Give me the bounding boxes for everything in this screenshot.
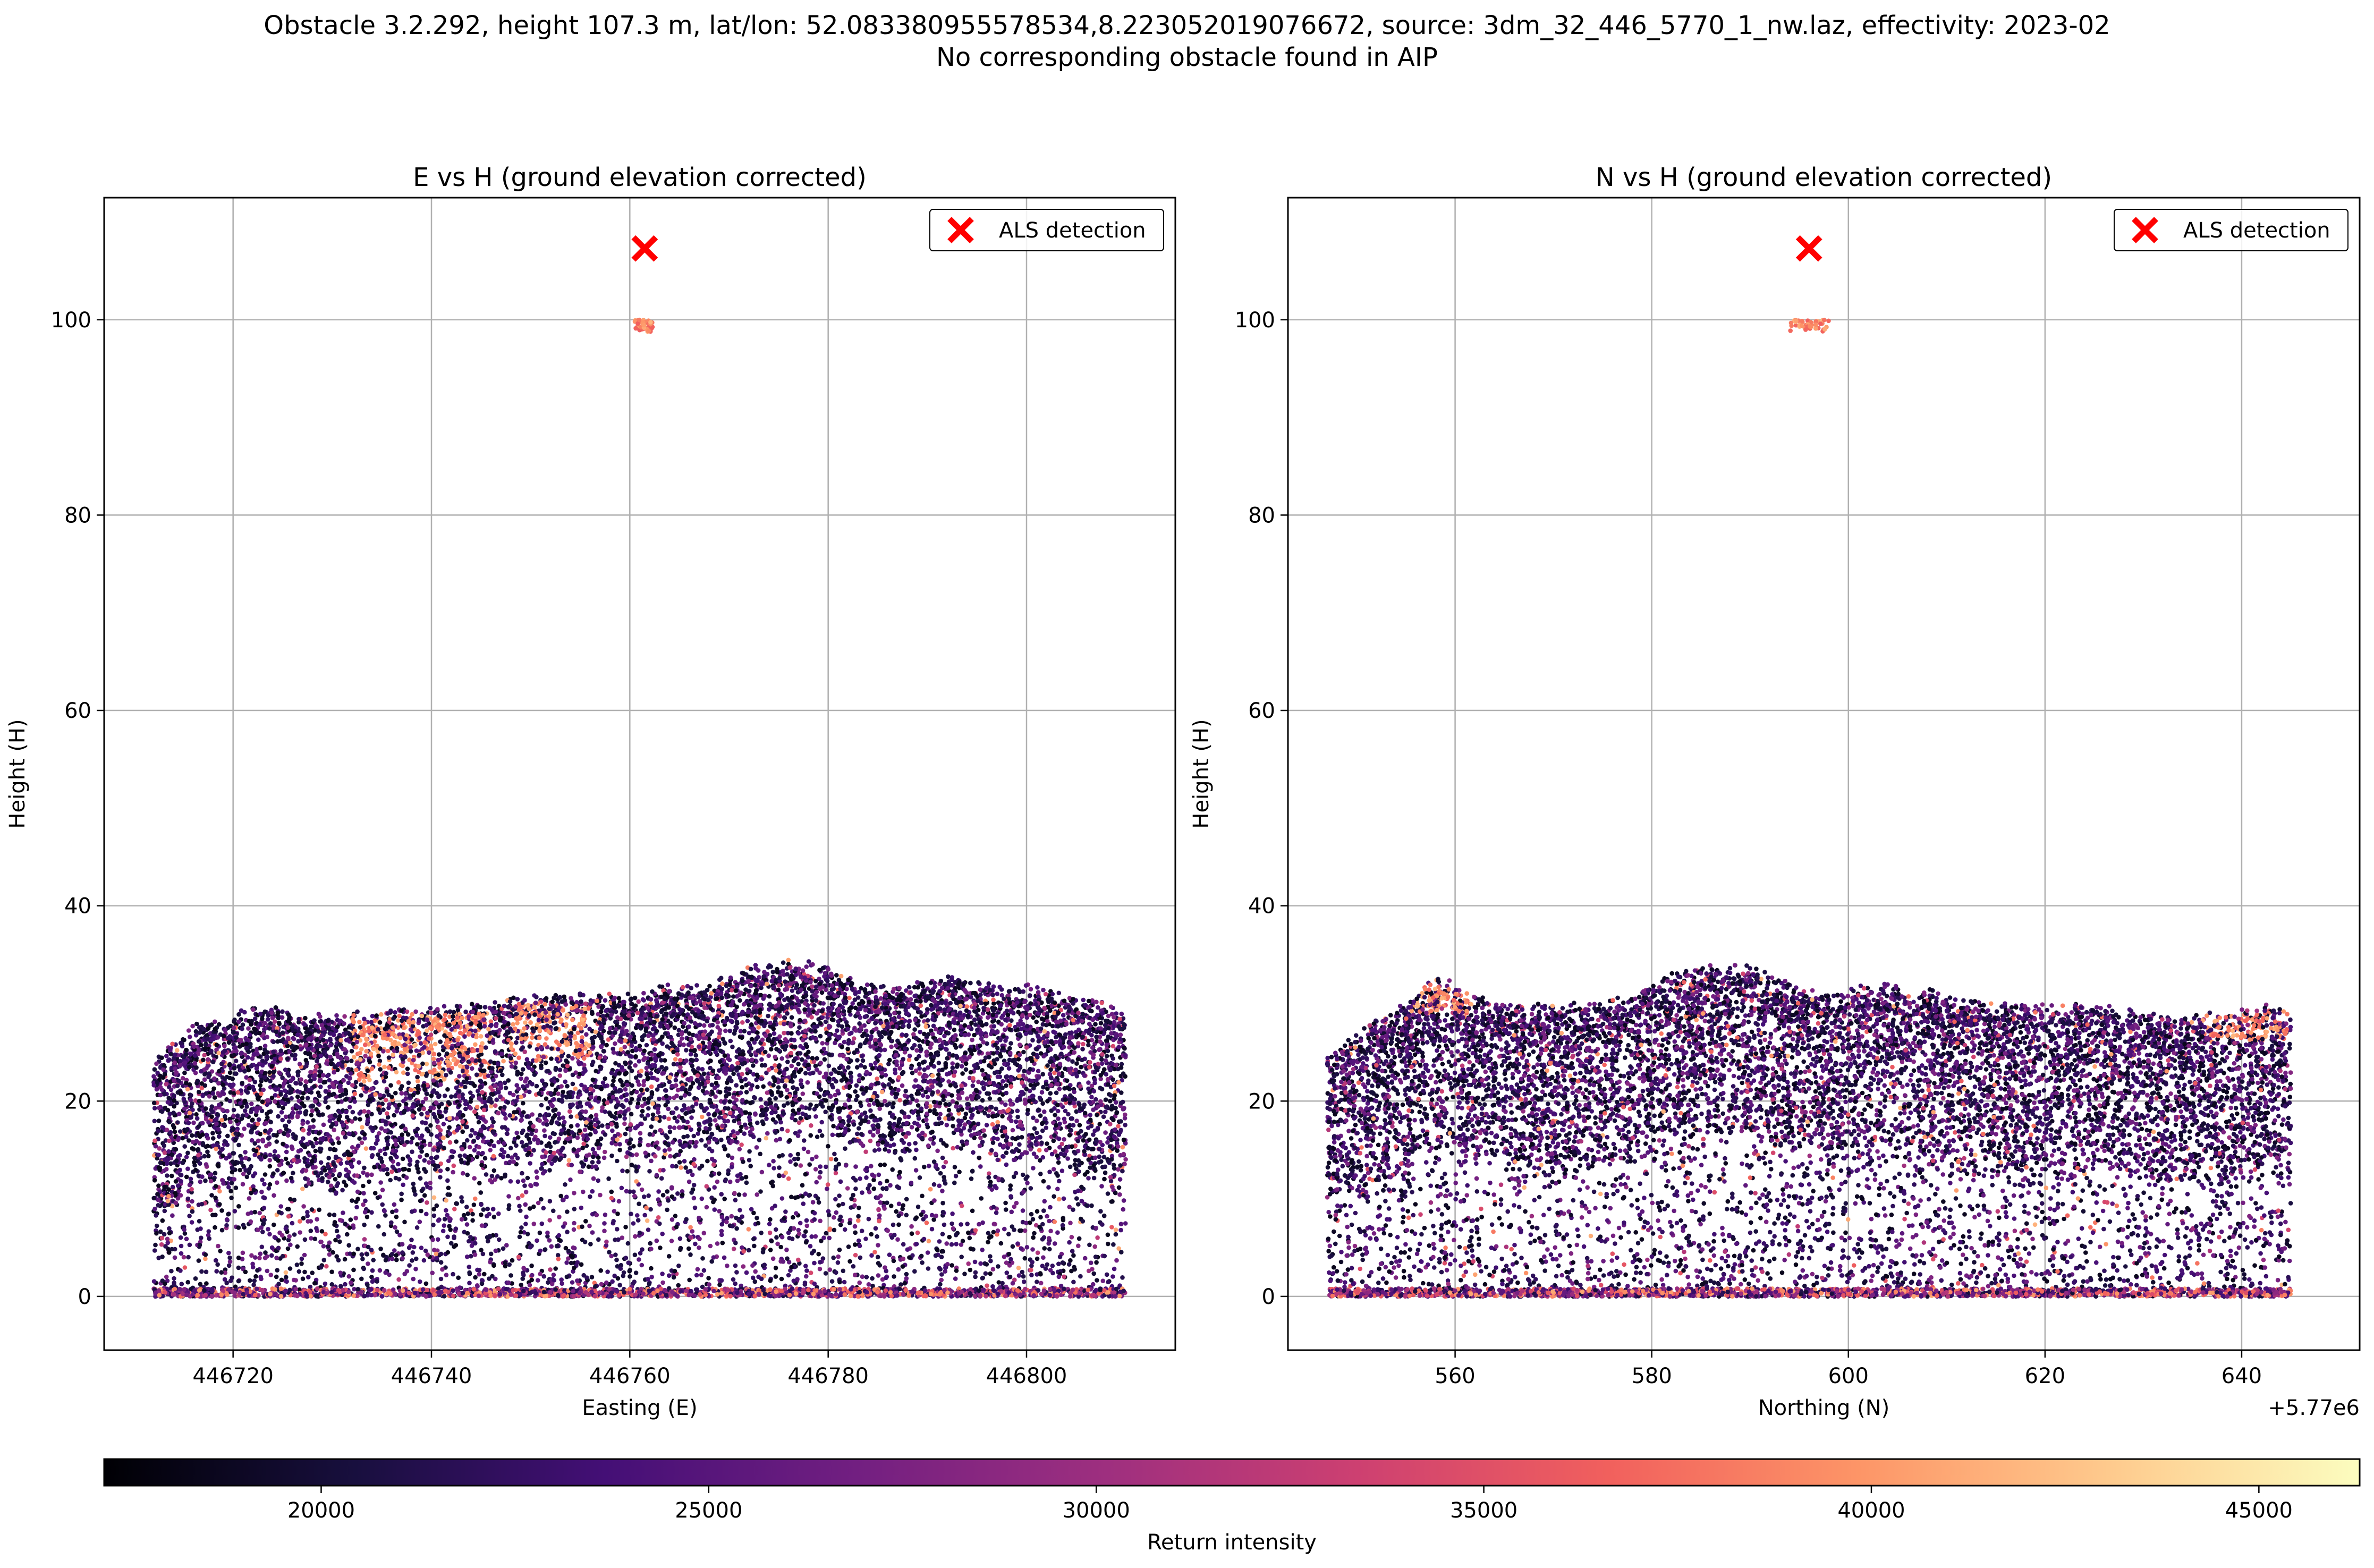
e-vs-h-point-cloud — [151, 317, 1128, 1299]
figure-suptitle-line1: Obstacle 3.2.292, height 107.3 m, lat/lo… — [264, 11, 2110, 40]
x-tick-label: 446760 — [589, 1364, 671, 1388]
e-vs-h-legend-box — [929, 209, 1164, 251]
y-tick-label: 60 — [1248, 699, 1275, 723]
x-tick-label: 620 — [2025, 1364, 2065, 1388]
x-tick-label: 580 — [1631, 1364, 1672, 1388]
x-tick-label: 446720 — [192, 1364, 274, 1388]
e-vs-h-title: E vs H (ground elevation corrected) — [413, 163, 867, 192]
n-vs-h-x-ticks: 560 580 600 620 640 — [1435, 1350, 2262, 1388]
e-vs-h-axes-frame — [103, 197, 1176, 1351]
n-vs-h-title: N vs H (ground elevation corrected) — [1596, 163, 2052, 192]
colorbar-tick-label: 40000 — [1837, 1498, 1905, 1523]
y-tick-label: 0 — [1262, 1285, 1275, 1309]
y-tick-label: 80 — [64, 503, 91, 528]
e-vs-h-x-axis-label: Easting (E) — [582, 1396, 697, 1420]
n-vs-h-offset-text: +5.77e6 — [2268, 1396, 2360, 1420]
e-vs-h-y-ticks: 0 20 40 60 80 100 — [51, 308, 104, 1309]
n-vs-h-point-cloud — [1325, 317, 2293, 1299]
n-vs-h-legend-label: ALS detection — [2183, 218, 2330, 243]
colorbar-gradient — [103, 1458, 2361, 1487]
x-tick-label: 640 — [2222, 1364, 2262, 1388]
n-vs-h-legend: ALS detection — [2114, 209, 2348, 251]
n-vs-h-x-axis-label: Northing (N) — [1758, 1396, 1890, 1420]
colorbar: 20000 25000 30000 35000 40000 45000 Return in… — [103, 1458, 2361, 1555]
y-tick-label: 60 — [64, 699, 91, 723]
y-tick-label: 40 — [1248, 894, 1275, 919]
x-tick-label: 446740 — [391, 1364, 472, 1388]
figure-suptitle-line2: No corresponding obstacle found in AIP — [936, 43, 1438, 72]
colorbar-tick-label: 30000 — [1063, 1498, 1130, 1523]
e-vs-h-legend: ALS detection — [929, 209, 1164, 251]
n-vs-h-panel: N vs H (ground elevation corrected) 560 5… — [1189, 163, 2361, 1420]
e-vs-h-legend-label: ALS detection — [999, 218, 1146, 243]
y-tick-label: 20 — [64, 1089, 91, 1114]
e-vs-h-y-axis-label: Height (H) — [5, 719, 30, 828]
e-vs-h-panel: E vs H (ground elevation corrected) 4467… — [5, 163, 1176, 1420]
e-vs-h-legend-marker — [947, 217, 974, 243]
colorbar-tick-label: 20000 — [287, 1498, 355, 1523]
colorbar-label: Return intensity — [1147, 1530, 1317, 1555]
e-vs-h-detection-marker — [631, 235, 658, 262]
y-tick-label: 100 — [51, 308, 91, 333]
x-tick-label: 600 — [1828, 1364, 1869, 1388]
x-tick-label: 446800 — [986, 1364, 1067, 1388]
n-vs-h-legend-marker — [2132, 217, 2158, 243]
x-tick-label: 560 — [1435, 1364, 1475, 1388]
y-tick-label: 0 — [78, 1285, 91, 1309]
n-vs-h-detection-marker — [1795, 235, 1822, 262]
colorbar-ticks: 20000 25000 30000 35000 40000 45000 — [287, 1486, 2293, 1523]
n-vs-h-grid — [1288, 198, 2360, 1350]
y-tick-label: 80 — [1248, 503, 1275, 528]
n-vs-h-y-ticks: 0 20 40 60 80 100 — [1235, 308, 1288, 1309]
y-tick-label: 20 — [1248, 1089, 1275, 1114]
y-tick-label: 40 — [64, 894, 91, 919]
n-vs-h-axes-frame — [1287, 197, 2361, 1351]
n-vs-h-y-axis-label: Height (H) — [1189, 719, 1214, 828]
colorbar-tick-label: 45000 — [2225, 1498, 2293, 1523]
colorbar-tick-label: 25000 — [675, 1498, 742, 1523]
y-tick-label: 100 — [1235, 308, 1275, 333]
n-vs-h-legend-box — [2114, 209, 2348, 251]
e-vs-h-x-ticks: 446720 446740 446760 446780 446800 — [192, 1350, 1067, 1388]
x-tick-label: 446780 — [787, 1364, 869, 1388]
colorbar-tick-label: 35000 — [1450, 1498, 1517, 1523]
